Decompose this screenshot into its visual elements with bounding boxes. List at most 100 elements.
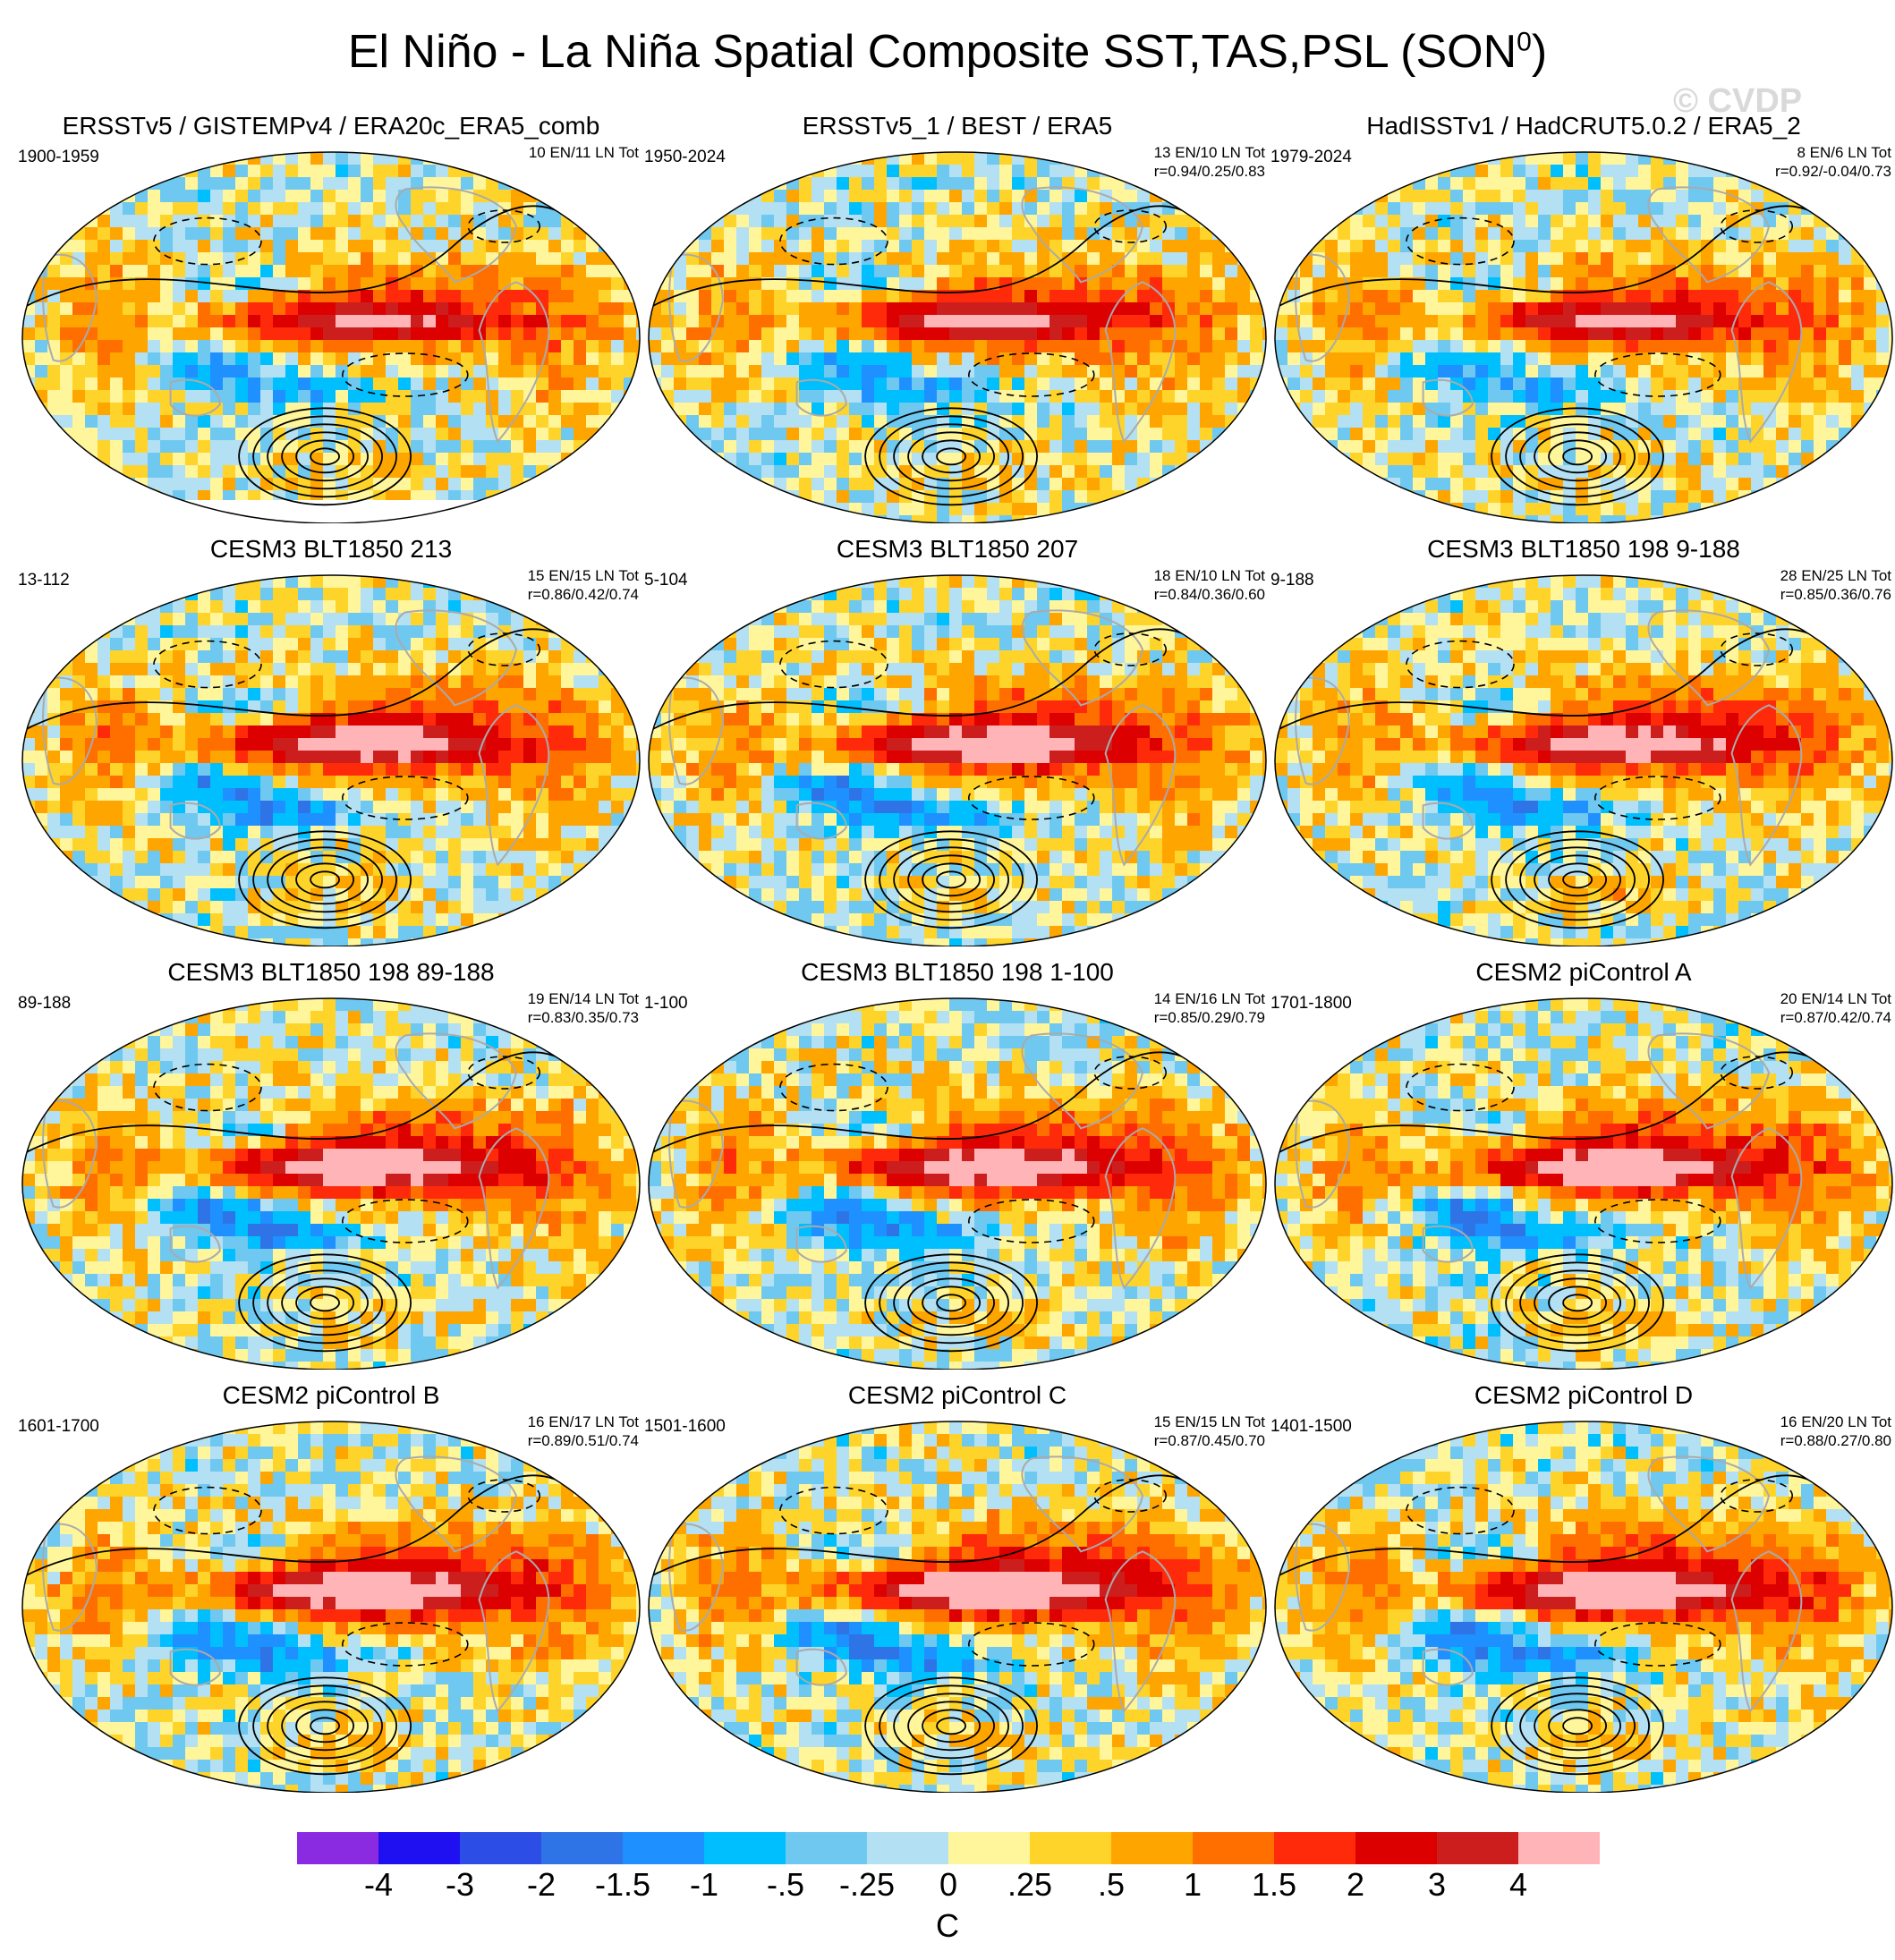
anomaly-cell — [1087, 390, 1100, 403]
anomaly-cell — [1638, 378, 1652, 391]
anomaly-cell — [72, 600, 86, 614]
anomaly-cell — [1287, 177, 1301, 191]
anomaly-cell — [1826, 190, 1840, 203]
anomaly-cell — [1525, 277, 1539, 291]
anomaly-cell — [398, 327, 412, 341]
anomaly-cell — [1551, 227, 1564, 241]
anomaly-cell — [849, 453, 863, 466]
anomaly-cell — [862, 453, 875, 466]
anomaly-cell — [899, 352, 913, 366]
anomaly-cell — [123, 177, 136, 191]
anomaly-cell — [210, 575, 224, 589]
anomaly-cell — [1438, 453, 1451, 466]
anomaly-cell — [1551, 315, 1564, 328]
anomaly-cell — [1463, 490, 1476, 504]
anomaly-cell — [361, 403, 374, 416]
anomaly-cell — [160, 340, 174, 353]
anomaly-cell — [1363, 365, 1376, 378]
anomaly-cell — [536, 478, 549, 491]
anomaly-cell — [1864, 515, 1877, 523]
anomaly-cell — [273, 202, 286, 216]
anomaly-cell — [686, 515, 700, 523]
anomaly-cell — [674, 190, 687, 203]
anomaly-cell — [1525, 503, 1539, 516]
anomaly-cell — [198, 625, 211, 639]
anomaly-cell — [1225, 340, 1238, 353]
anomaly-cell — [1576, 252, 1589, 266]
anomaly-cell — [849, 227, 863, 241]
anomaly-cell — [248, 240, 261, 253]
anomaly-cell — [586, 415, 599, 428]
anomaly-cell — [1175, 352, 1188, 366]
anomaly-cell — [686, 378, 700, 391]
anomaly-cell — [1563, 302, 1576, 316]
anomaly-cell — [85, 465, 98, 479]
anomaly-cell — [999, 503, 1013, 516]
anomaly-cell — [260, 327, 274, 341]
anomaly-cell — [812, 465, 825, 479]
anomaly-cell — [636, 613, 640, 626]
anomaly-cell — [1037, 440, 1050, 454]
anomaly-cell — [1663, 327, 1677, 341]
anomaly-cell — [198, 327, 211, 341]
anomaly-cell — [1525, 403, 1539, 416]
anomaly-cell — [1400, 403, 1414, 416]
anomaly-cell — [1325, 315, 1338, 328]
anomaly-cell — [1400, 190, 1414, 203]
anomaly-cell — [448, 215, 462, 228]
anomaly-cell — [1513, 215, 1526, 228]
anomaly-cell — [386, 600, 399, 614]
anomaly-cell — [1826, 215, 1840, 228]
anomaly-cell — [624, 352, 637, 366]
anomaly-cell — [1488, 327, 1501, 341]
anomaly-cell — [473, 415, 487, 428]
anomaly-cell — [361, 575, 374, 589]
anomaly-cell — [35, 613, 48, 626]
anomaly-cell — [1801, 490, 1814, 504]
anomaly-cell — [1576, 302, 1589, 316]
anomaly-cell — [248, 390, 261, 403]
anomaly-cell — [887, 190, 900, 203]
anomaly-cell — [1601, 265, 1614, 278]
anomaly-cell — [1463, 415, 1476, 428]
anomaly-cell — [1814, 390, 1827, 403]
anomaly-cell — [1162, 515, 1176, 523]
anomaly-cell — [511, 650, 524, 664]
anomaly-cell — [661, 415, 675, 428]
anomaly-cell — [674, 365, 687, 378]
anomaly-cell — [862, 365, 875, 378]
anomaly-cell — [1225, 390, 1238, 403]
anomaly-cell — [135, 600, 149, 614]
anomaly-cell — [1250, 277, 1263, 291]
anomaly-cell — [812, 415, 825, 428]
anomaly-cell — [223, 365, 236, 378]
anomaly-cell — [123, 663, 136, 676]
anomaly-cell — [248, 190, 261, 203]
anomaly-cell — [1024, 403, 1038, 416]
anomaly-cell — [1763, 503, 1777, 516]
anomaly-cell — [148, 340, 161, 353]
anomaly-cell — [210, 340, 224, 353]
anomaly-cell — [874, 302, 888, 316]
anomaly-cell — [1588, 177, 1602, 191]
anomaly-cell — [47, 403, 61, 416]
anomaly-cell — [1701, 252, 1714, 266]
anomaly-cell — [1125, 315, 1138, 328]
anomaly-cell — [711, 340, 725, 353]
anomaly-cell — [285, 302, 299, 316]
anomaly-cell — [1049, 465, 1063, 479]
anomaly-cell — [1751, 503, 1764, 516]
anomaly-cell — [35, 190, 48, 203]
anomaly-cell — [386, 252, 399, 266]
anomaly-cell — [636, 490, 640, 504]
anomaly-cell — [536, 415, 549, 428]
anomaly-cell — [1287, 227, 1301, 241]
anomaly-cell — [461, 390, 474, 403]
anomaly-cell — [1325, 215, 1338, 228]
anomaly-cell — [173, 327, 186, 341]
anomaly-cell — [486, 340, 499, 353]
anomaly-cell — [749, 202, 762, 216]
anomaly-cell — [749, 403, 762, 416]
anomaly-cell — [210, 240, 224, 253]
anomaly-cell — [1250, 315, 1263, 328]
